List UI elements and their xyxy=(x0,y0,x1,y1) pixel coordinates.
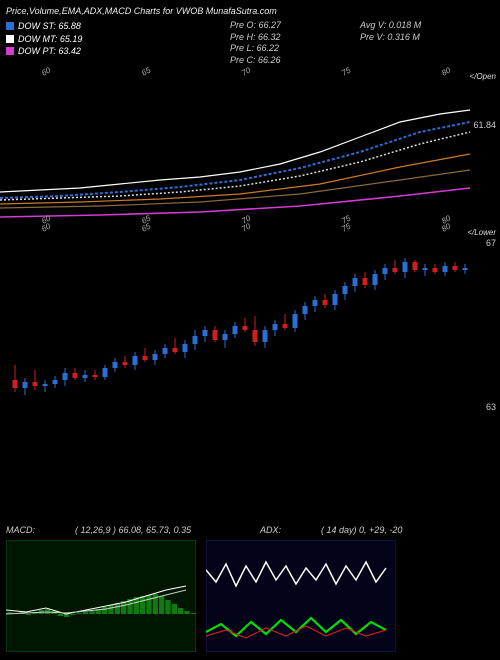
y-tick: 67 xyxy=(486,238,496,248)
axis-label: </Open xyxy=(470,72,496,81)
legend-swatch xyxy=(6,47,14,55)
legend-swatch xyxy=(6,22,14,30)
page-title: Price,Volume,EMA,ADX,MACD Charts for VWO… xyxy=(6,6,277,16)
stats-volume: Avg V: 0.018 MPre V: 0.316 M xyxy=(360,20,421,43)
stats-ohlc: Pre O: 66.27Pre H: 66.32Pre L: 66.22Pre … xyxy=(230,20,281,67)
price-tick: 61.84 xyxy=(473,120,496,130)
macd-params: ( 12,26,9 ) 66.08, 65.73, 0.35 xyxy=(75,525,191,535)
adx-title: ADX: xyxy=(260,525,281,535)
candlestick-panel: </Lower67636065707580 xyxy=(0,230,500,410)
macd-chart xyxy=(6,540,196,652)
price-ema-panel: </Open61.8460657075806065707580 xyxy=(0,72,500,222)
legend-item: DOW ST: 65.88 xyxy=(6,20,82,33)
legend-label: DOW PT: 63.42 xyxy=(18,45,81,58)
legend: DOW ST: 65.88DOW MT: 65.19DOW PT: 63.42 xyxy=(6,20,82,58)
adx-params: ( 14 day) 0, +29, -20 xyxy=(321,525,402,535)
legend-label: DOW MT: 65.19 xyxy=(18,33,82,46)
y-tick: 63 xyxy=(486,402,496,412)
adx-chart xyxy=(206,540,396,652)
macd-label: MACD: ( 12,26,9 ) 66.08, 65.73, 0.35 xyxy=(6,525,191,535)
macd-title: MACD: xyxy=(6,525,35,535)
legend-label: DOW ST: 65.88 xyxy=(18,20,81,33)
legend-swatch xyxy=(6,35,14,43)
axis-label: </Lower xyxy=(467,228,496,237)
legend-item: DOW MT: 65.19 xyxy=(6,33,82,46)
legend-item: DOW PT: 63.42 xyxy=(6,45,82,58)
adx-label: ADX: ( 14 day) 0, +29, -20 xyxy=(260,525,402,535)
